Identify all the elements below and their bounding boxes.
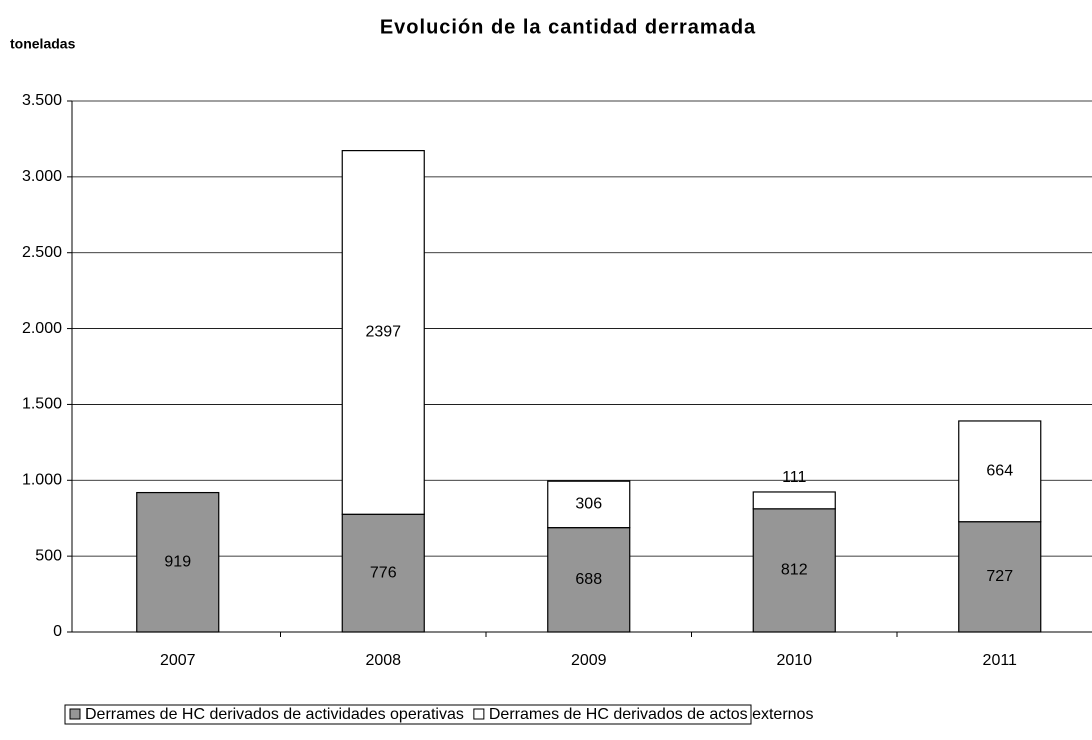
data-label: 111 [782,469,806,486]
bar-segment [341,150,425,515]
legend-box [64,704,752,725]
x-tick-label: 2011 [983,652,1018,669]
data-label: 727 [986,568,1013,585]
x-tick-label: 2010 [776,652,812,669]
bar-segment [958,521,1042,633]
bar-segment [752,508,836,633]
legend-label: Derrames de HC derivados de actos extern… [489,706,814,723]
data-label: 919 [164,554,191,571]
bar-segment [136,491,220,633]
bar-segment [547,480,631,529]
data-label: 306 [575,496,602,513]
y-tick-label: 3.500 [22,92,62,109]
chart-title: Evolución de la cantidad derramada [380,16,756,38]
legend-label: Derrames de HC derivados de actividades … [85,706,464,723]
y-tick-label: 0 [53,623,62,640]
legend-swatch [69,708,81,720]
y-tick-label: 500 [35,547,62,564]
x-tick-label: 2009 [571,652,607,669]
y-axis-label: toneladas [10,36,76,52]
data-label: 812 [781,562,808,579]
x-tick-label: 2007 [160,652,196,669]
y-tick-label: 2.000 [22,320,62,337]
legend-swatch [473,708,485,720]
data-label: 2397 [365,324,401,341]
bar-segment [752,491,836,510]
y-tick-label: 1.500 [22,396,62,413]
y-tick-label: 2.500 [22,244,62,261]
x-tick-label: 2008 [365,652,401,669]
data-label: 688 [575,571,602,588]
bar-segment [341,513,425,633]
bar-segment [958,420,1042,523]
y-tick-label: 3.000 [22,168,62,185]
data-label: 776 [370,564,397,581]
data-label: 664 [986,463,1013,480]
y-tick-label: 1.000 [22,472,62,489]
